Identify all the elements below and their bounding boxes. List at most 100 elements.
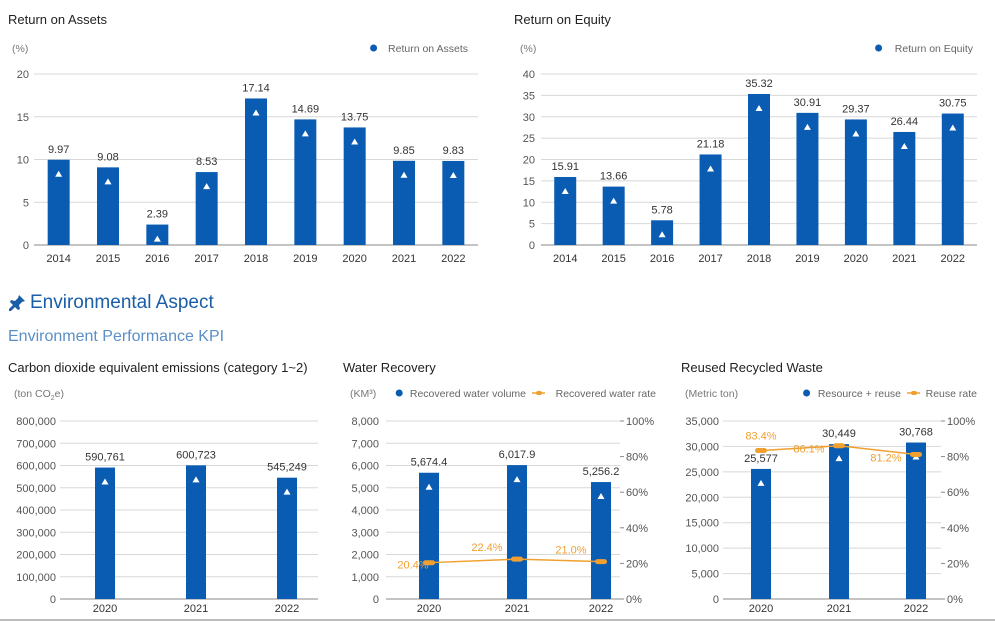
legend-swatch-bar bbox=[803, 389, 811, 397]
x-tick-label: 2018 bbox=[747, 253, 771, 265]
y2-tick-label: 60% bbox=[626, 487, 648, 499]
legend-label: Resource + reuse bbox=[818, 388, 901, 400]
bar-marker bbox=[203, 183, 211, 190]
x-tick-label: 2014 bbox=[553, 253, 577, 265]
chart-canvas: (KM³) 0 1,000 2,000 3,000 4,000 5,000 6,000 7,00… bbox=[350, 388, 656, 615]
data-label: 13.66 bbox=[600, 171, 628, 183]
section-heading-text: Environmental Aspect bbox=[30, 292, 214, 313]
rate-point bbox=[423, 560, 435, 566]
bar bbox=[602, 186, 625, 245]
rate-label: 81.2% bbox=[870, 452, 901, 464]
rate-label: 86.1% bbox=[793, 444, 824, 456]
x-tick-label: 2020 bbox=[93, 603, 117, 615]
y-tick-label: 15,000 bbox=[685, 518, 719, 530]
legend-label: Return on Equity bbox=[895, 43, 974, 55]
y-tick-label: 4,000 bbox=[351, 505, 379, 517]
data-label: 21.18 bbox=[697, 138, 725, 150]
x-tick-label: 2017 bbox=[698, 253, 722, 265]
legend-swatch-bar bbox=[395, 389, 403, 397]
y-axis-label: (Metric ton) bbox=[685, 388, 738, 400]
y2-tick-label: 20% bbox=[626, 558, 648, 570]
roe-chart: Return on Equity (%) 0 5 10 15 20 25 30 35 40 15.9… bbox=[507, 0, 987, 275]
bar bbox=[699, 154, 722, 245]
rate-label: 20.4% bbox=[397, 560, 428, 572]
data-label: 6,017.9 bbox=[499, 449, 536, 461]
legend-label: Recovered water volume bbox=[410, 388, 526, 400]
data-label: 5,256.2 bbox=[583, 466, 620, 478]
rate-point bbox=[910, 451, 922, 457]
bar-marker bbox=[610, 197, 618, 204]
data-label: 8.53 bbox=[196, 156, 217, 168]
y2-tick-label: 20% bbox=[947, 558, 969, 570]
bar bbox=[97, 167, 119, 245]
rate-point bbox=[833, 443, 845, 449]
x-tick-label: 2021 bbox=[392, 253, 416, 265]
bar bbox=[47, 159, 70, 245]
chart-title: Return on Assets bbox=[8, 12, 107, 27]
bar bbox=[893, 131, 916, 245]
chart-canvas: (Metric ton) 0 5,000 10,000 15,000 20,000 25,0… bbox=[685, 388, 978, 615]
y2-tick-label: 0% bbox=[626, 594, 642, 606]
y-tick-label: 5 bbox=[529, 219, 535, 231]
y-tick-label: 8,000 bbox=[351, 416, 379, 428]
y-tick-label: 6,000 bbox=[351, 461, 379, 473]
bar-marker bbox=[425, 483, 433, 490]
y-tick-label: 25,000 bbox=[685, 467, 719, 479]
legend-swatch-bar bbox=[875, 44, 883, 52]
bar bbox=[507, 465, 527, 599]
bar-marker bbox=[658, 231, 666, 238]
legend-label: Reuse rate bbox=[926, 388, 978, 400]
y-tick-label: 400,000 bbox=[16, 505, 56, 517]
x-tick-label: 2021 bbox=[505, 603, 529, 615]
section-subheading: Environment Performance KPI bbox=[8, 328, 225, 345]
rate-label: 21.0% bbox=[555, 545, 586, 557]
rate-label: 83.4% bbox=[745, 431, 776, 443]
data-label: 14.69 bbox=[292, 103, 320, 115]
y-axis-label-sub: 2 bbox=[51, 395, 55, 402]
x-tick-label: 2017 bbox=[194, 253, 218, 265]
data-label: 9.85 bbox=[393, 145, 414, 157]
y-tick-label: 0 bbox=[713, 594, 719, 606]
x-tick-label: 2021 bbox=[892, 253, 916, 265]
chart-canvas: (%) 0 5 10 15 20 9.97 2014 9.08 2015 2.39 2016 8.53 2… bbox=[12, 43, 478, 265]
bar-marker bbox=[707, 165, 715, 172]
bar-marker bbox=[252, 109, 260, 116]
data-label: 9.08 bbox=[97, 151, 118, 163]
pin-icon bbox=[9, 295, 25, 311]
x-tick-label: 2022 bbox=[589, 603, 613, 615]
data-label: 15.91 bbox=[551, 161, 579, 173]
chart-title: Reused Recycled Waste bbox=[681, 360, 823, 375]
y2-tick-label: 40% bbox=[947, 523, 969, 535]
data-label: 545,249 bbox=[267, 462, 307, 474]
y-tick-label: 10,000 bbox=[685, 543, 719, 555]
y-tick-label: 35 bbox=[523, 90, 535, 102]
data-label: 17.14 bbox=[242, 82, 270, 94]
bar-marker bbox=[55, 170, 63, 177]
x-tick-label: 2014 bbox=[46, 253, 70, 265]
bar bbox=[844, 119, 867, 245]
legend-swatch-point bbox=[911, 391, 917, 395]
x-tick-label: 2015 bbox=[601, 253, 625, 265]
y-tick-label: 500,000 bbox=[16, 483, 56, 495]
bar bbox=[195, 172, 218, 245]
y2-tick-label: 100% bbox=[626, 416, 654, 428]
y-tick-label: 5,000 bbox=[351, 483, 379, 495]
bar-marker bbox=[513, 476, 521, 483]
x-tick-label: 2019 bbox=[795, 253, 819, 265]
y-tick-label: 0 bbox=[529, 240, 535, 252]
bar-marker bbox=[192, 476, 200, 483]
y-tick-label: 200,000 bbox=[16, 550, 56, 562]
y-tick-label: 30 bbox=[523, 112, 535, 124]
bar bbox=[277, 477, 297, 599]
bar-marker bbox=[449, 171, 457, 178]
rate-point bbox=[595, 559, 607, 565]
bar-marker bbox=[400, 171, 408, 178]
bar-marker bbox=[104, 178, 112, 185]
data-label: 2.39 bbox=[147, 209, 168, 221]
y2-tick-label: 60% bbox=[947, 487, 969, 499]
data-label: 25,577 bbox=[744, 453, 778, 465]
data-label: 30,449 bbox=[822, 428, 856, 440]
y-tick-label: 2,000 bbox=[351, 550, 379, 562]
bar bbox=[796, 112, 819, 246]
data-label: 29.37 bbox=[842, 103, 870, 115]
